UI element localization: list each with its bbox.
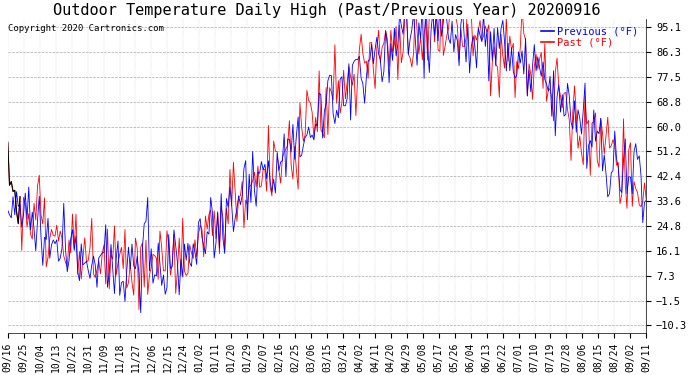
Title: Outdoor Temperature Daily High (Past/Previous Year) 20200916: Outdoor Temperature Daily High (Past/Pre…	[53, 3, 601, 18]
Text: Copyright 2020 Cartronics.com: Copyright 2020 Cartronics.com	[8, 24, 164, 33]
Legend: Previous (°F), Past (°F): Previous (°F), Past (°F)	[540, 24, 640, 50]
